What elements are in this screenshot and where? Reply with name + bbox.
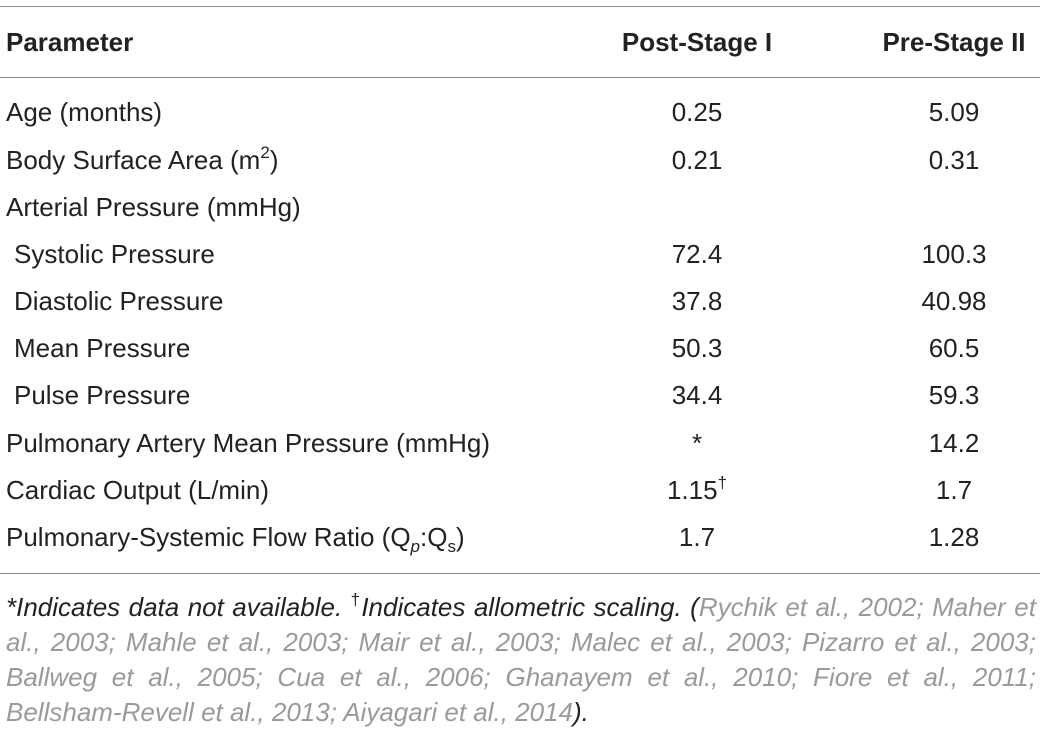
- cell-post-cardiac-output: 1.15†: [666, 473, 728, 505]
- cell-post-bsa: 0.21: [671, 145, 723, 175]
- row-label-mean: Mean Pressure: [14, 333, 191, 363]
- cell-post-age: 0.25: [671, 97, 723, 127]
- cell-post-flow-ratio: 1.7: [678, 522, 716, 552]
- row-label-age: Age (months): [6, 97, 163, 127]
- header-post-stage-i: Post-Stage I: [621, 27, 773, 57]
- cell-pre-bsa: 0.31: [928, 145, 980, 175]
- footnote-citations[interactable]: Rychik et al., 2002; Maher et al., 2003;…: [6, 592, 1036, 727]
- cell-post-pa-mean: *: [691, 428, 703, 458]
- cell-pre-systolic: 100.3: [921, 239, 987, 269]
- table-top-rule: [0, 6, 1040, 7]
- cell-pre-cardiac-output: 1.7: [935, 475, 973, 505]
- table-bottom-rule: [0, 573, 1040, 574]
- row-label-bsa: Body Surface Area (m2): [6, 143, 279, 175]
- row-label-systolic: Systolic Pressure: [14, 239, 215, 269]
- cell-post-pulse: 34.4: [671, 380, 723, 410]
- row-label-diastolic: Diastolic Pressure: [14, 286, 224, 316]
- cell-post-systolic: 72.4: [671, 239, 723, 269]
- row-label-pulse: Pulse Pressure: [14, 380, 191, 410]
- cell-pre-diastolic: 40.98: [921, 286, 987, 316]
- cell-pre-pulse: 59.3: [928, 380, 980, 410]
- cell-post-mean: 50.3: [671, 333, 723, 363]
- cell-pre-mean: 60.5: [928, 333, 980, 363]
- header-parameter: Parameter: [6, 27, 134, 57]
- row-label-cardiac-output: Cardiac Output (L/min): [6, 475, 269, 505]
- header-rule: [0, 77, 1040, 78]
- row-label-flow-ratio: Pulmonary-Systemic Flow Ratio (Qp:Qs): [6, 522, 465, 556]
- row-label-arterial-pressure: Arterial Pressure (mmHg): [6, 192, 301, 222]
- cell-post-diastolic: 37.8: [671, 286, 723, 316]
- cell-pre-age: 5.09: [928, 97, 980, 127]
- cell-pre-flow-ratio: 1.28: [928, 522, 980, 552]
- row-label-pa-mean: Pulmonary Artery Mean Pressure (mmHg): [6, 428, 491, 458]
- header-pre-stage-ii: Pre-Stage II: [882, 27, 1026, 57]
- cell-pre-pa-mean: 14.2: [928, 428, 980, 458]
- table-footnote: *Indicates data not available. †Indicate…: [6, 590, 1036, 727]
